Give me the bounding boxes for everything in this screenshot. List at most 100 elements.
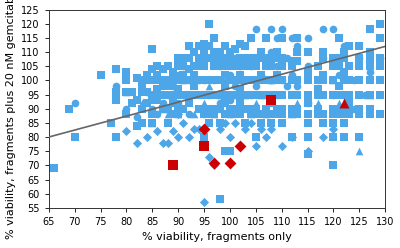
Point <box>315 101 321 105</box>
Point <box>196 126 202 130</box>
Point <box>206 155 212 159</box>
Point <box>253 56 259 60</box>
Point <box>190 78 197 82</box>
Point <box>134 115 140 119</box>
Point <box>123 90 130 94</box>
Point <box>356 149 362 153</box>
Point <box>341 50 347 54</box>
Point <box>304 135 311 139</box>
Point <box>258 93 264 96</box>
Point <box>201 42 207 46</box>
Point <box>201 112 207 116</box>
Point <box>165 93 171 96</box>
Point <box>149 78 156 82</box>
Point <box>196 78 202 82</box>
Point <box>211 93 218 96</box>
Point <box>51 166 57 170</box>
Point <box>366 27 373 31</box>
Point <box>356 56 362 60</box>
Point <box>289 73 295 77</box>
Point <box>248 56 254 60</box>
Point <box>216 93 223 96</box>
Point <box>128 90 135 94</box>
Point <box>320 135 326 139</box>
Point <box>154 98 161 102</box>
Point <box>232 64 238 68</box>
Point <box>160 107 166 111</box>
Point <box>149 47 156 51</box>
Point <box>248 64 254 68</box>
Point <box>149 107 156 111</box>
Point <box>248 93 254 96</box>
Point <box>201 112 207 116</box>
Point <box>330 93 337 96</box>
Point <box>227 98 233 102</box>
Point <box>356 64 362 68</box>
Point <box>253 107 259 111</box>
Point <box>253 112 259 116</box>
Point <box>278 64 285 68</box>
Point <box>346 101 352 105</box>
Point <box>315 112 321 116</box>
Point <box>294 107 300 111</box>
Point <box>227 112 233 116</box>
Point <box>180 93 186 96</box>
Point <box>289 112 295 116</box>
Point <box>170 70 176 74</box>
Point <box>227 64 233 68</box>
Point <box>211 56 218 60</box>
Point <box>289 135 295 139</box>
Point <box>320 56 326 60</box>
Point <box>341 112 347 116</box>
Point <box>165 107 171 111</box>
Point <box>289 64 295 68</box>
Point <box>232 112 238 116</box>
Point <box>361 93 368 96</box>
Point <box>170 78 176 82</box>
Point <box>320 50 326 54</box>
Point <box>315 78 321 82</box>
Point <box>304 93 311 96</box>
Point <box>237 87 244 91</box>
Point <box>149 93 156 96</box>
Point <box>366 56 373 60</box>
Point <box>248 64 254 68</box>
Point <box>185 56 192 60</box>
Point <box>315 87 321 91</box>
Point <box>144 101 150 105</box>
Point <box>304 149 311 153</box>
Point <box>237 93 244 96</box>
Point <box>222 121 228 125</box>
Point <box>144 78 150 82</box>
Point <box>366 64 373 68</box>
Point <box>320 112 326 116</box>
Point <box>377 56 383 60</box>
Point <box>289 78 295 82</box>
Point <box>258 56 264 60</box>
Point <box>273 36 280 40</box>
Point <box>289 112 295 116</box>
Point <box>185 101 192 105</box>
Point <box>206 93 212 96</box>
Point <box>253 27 259 31</box>
Point <box>377 78 383 82</box>
Point <box>227 112 233 116</box>
Point <box>175 107 181 111</box>
Point <box>139 121 145 125</box>
Point <box>330 163 337 167</box>
Point <box>263 93 269 96</box>
Point <box>248 112 254 116</box>
Point <box>216 56 223 60</box>
Point <box>273 107 280 111</box>
Point <box>284 84 290 88</box>
Point <box>330 121 337 125</box>
Point <box>113 135 119 139</box>
Point <box>170 93 176 96</box>
Point <box>304 101 311 105</box>
Point <box>144 73 150 77</box>
Point <box>227 160 233 164</box>
Point <box>278 56 285 60</box>
Point <box>165 64 171 68</box>
Point <box>278 107 285 111</box>
Point <box>196 93 202 96</box>
